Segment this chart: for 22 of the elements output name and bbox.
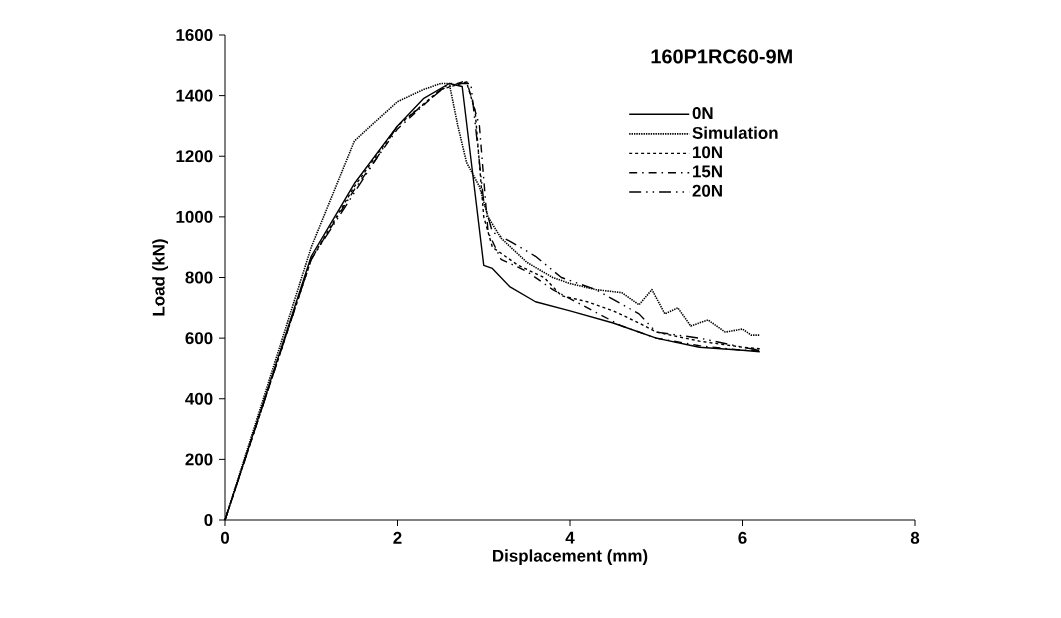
x-axis-title: Displacement (mm): [493, 549, 648, 566]
y-tick-label: 600: [185, 332, 213, 345]
x-tick-label: 0: [220, 531, 230, 544]
y-tick-label: 0: [204, 514, 213, 526]
y-tick-label: 1000: [176, 210, 213, 223]
x-tick-label: 6: [738, 531, 747, 544]
legend-label: 0N: [692, 107, 713, 120]
y-tick-label: 800: [185, 271, 213, 284]
legend-label: 20N: [692, 184, 722, 197]
legend-label: 10N: [693, 146, 722, 159]
y-tick-label: 1200: [176, 150, 213, 163]
y-tick-label: 1600: [176, 29, 213, 41]
text: 160P1RC60-9M: [651, 49, 792, 64]
y-tick-label: 400: [185, 392, 213, 405]
y-axis-title: Load (kN): [152, 239, 168, 316]
y-tick-label: 1400: [176, 89, 213, 102]
legend-label: Simulation: [692, 126, 778, 139]
y-tick-label: 200: [185, 453, 213, 466]
x-tick-label: 2: [393, 531, 402, 544]
x-tick-label: 4: [565, 531, 575, 544]
legend-label: 15N: [693, 165, 722, 178]
x-tick-label: 8: [910, 531, 920, 544]
